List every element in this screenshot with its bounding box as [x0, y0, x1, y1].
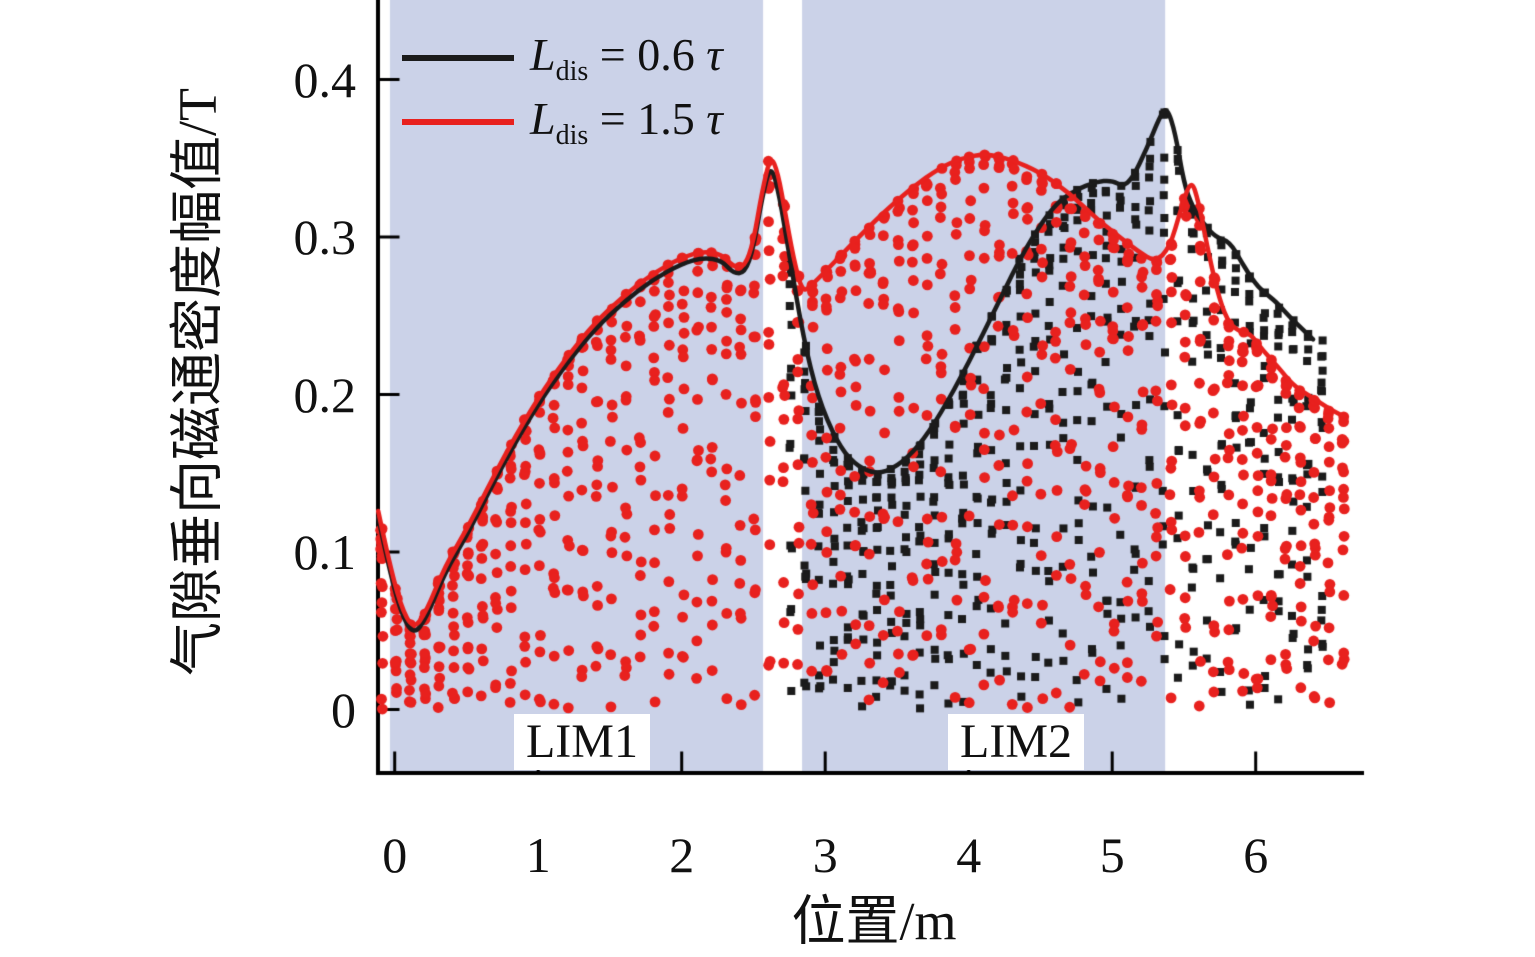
- legend-item-black: Ldis = 0.6 τ: [402, 26, 723, 90]
- y-tick-label: 0.3: [293, 209, 357, 265]
- region-label-lim1: LIM1: [513, 714, 650, 770]
- legend-symbol: L: [530, 92, 556, 144]
- y-tick-label: 0: [331, 681, 356, 738]
- legend-label: Ldis = 0.6 τ: [530, 28, 723, 88]
- legend-line-swatch-black: [402, 55, 514, 61]
- x-tick-label: 5: [1099, 827, 1125, 883]
- x-axis-title: 位置/m: [791, 891, 957, 952]
- x-tick-label: 2: [669, 827, 695, 883]
- y-tick-label: 0.2: [293, 366, 357, 423]
- legend-tau-icon: τ: [706, 92, 723, 144]
- legend-subscript: dis: [555, 56, 589, 88]
- y-axis-title: 气隙垂向磁通密度幅值/T: [167, 88, 228, 676]
- x-tick-label: 3: [812, 827, 838, 883]
- legend: Ldis = 0.6 τ Ldis = 1.5 τ: [402, 26, 723, 154]
- x-tick-label: 4: [956, 827, 982, 883]
- legend-value: 1.5: [637, 92, 707, 144]
- legend-subscript: dis: [555, 120, 589, 152]
- legend-symbol: L: [530, 28, 556, 80]
- y-tick-label: 0.1: [293, 524, 357, 580]
- legend-equals: =: [588, 28, 638, 80]
- legend-label: Ldis = 1.5 τ: [530, 92, 723, 152]
- x-tick-label: 6: [1243, 827, 1269, 883]
- x-tick-label: 1: [525, 827, 551, 883]
- legend-line-swatch-red: [402, 119, 514, 125]
- legend-value: 0.6: [637, 28, 707, 80]
- legend-tau-icon: τ: [706, 28, 723, 80]
- legend-item-red: Ldis = 1.5 τ: [402, 90, 723, 154]
- y-tick-label: 0.4: [293, 51, 357, 108]
- region-label-lim2: LIM2: [948, 714, 1085, 770]
- x-tick-label: 0: [382, 827, 408, 883]
- legend-equals: =: [588, 92, 638, 144]
